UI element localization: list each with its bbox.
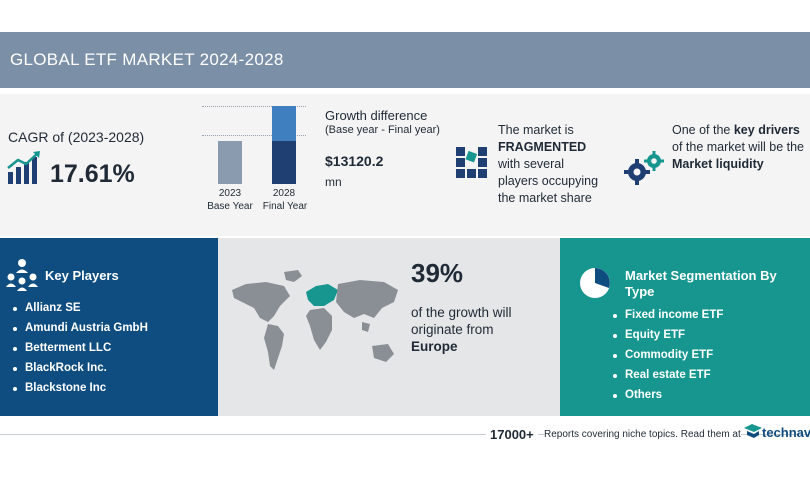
segmentation-panel bbox=[560, 238, 810, 416]
page-title: GLOBAL ETF MARKET 2024-2028 bbox=[10, 50, 284, 69]
list-item: Blackstone Inc bbox=[13, 382, 106, 394]
segmentation-title-line1: Market Segmentation By bbox=[625, 268, 777, 283]
list-item: Others bbox=[613, 389, 662, 401]
drivers-text: One of the key drivers of the market wil… bbox=[672, 122, 804, 173]
list-item: Fixed income ETF bbox=[613, 309, 723, 321]
footer-divider bbox=[0, 434, 810, 435]
key-players-panel bbox=[0, 238, 218, 416]
fragmented-blocks-icon bbox=[456, 147, 487, 178]
growth-unit: mn bbox=[325, 175, 342, 189]
fragmented-keyword: FRAGMENTED bbox=[498, 140, 587, 154]
growth-subtitle: (Base year - Final year) bbox=[325, 124, 440, 136]
dotted-guide bbox=[202, 106, 306, 108]
list-item: BlackRock Inc. bbox=[13, 362, 107, 374]
fragmented-line: the market share bbox=[498, 191, 592, 205]
drivers-keyword: key drivers bbox=[733, 123, 800, 137]
bar-final-year-growth bbox=[272, 106, 296, 142]
pie-chart-icon bbox=[580, 268, 610, 298]
growth-region-line2: originate from bbox=[411, 322, 494, 337]
header-bar bbox=[0, 32, 810, 88]
bar-base-year bbox=[218, 141, 242, 184]
bar-final-year bbox=[272, 141, 296, 184]
list-item: Equity ETF bbox=[613, 329, 685, 341]
fragmented-line: with several bbox=[498, 157, 564, 171]
bar-final-year-sublabel: Final Year bbox=[262, 201, 308, 212]
bar-base-year-sublabel: Base Year bbox=[207, 201, 253, 212]
drivers-highlight: Market liquidity bbox=[672, 157, 764, 171]
growth-percent: 39% bbox=[411, 258, 464, 288]
bar-final-year-label: 2028 bbox=[272, 188, 296, 199]
list-item: Amundi Austria GmbH bbox=[13, 322, 148, 334]
list-item: Allianz SE bbox=[13, 302, 81, 314]
drivers-line: of the market will be the bbox=[672, 140, 805, 154]
footer-count: 17000+ bbox=[486, 427, 538, 442]
fragmented-line: players occupying bbox=[498, 174, 599, 188]
list-item: Real estate ETF bbox=[613, 369, 711, 381]
summary-band bbox=[0, 94, 810, 236]
growth-amount: $13120.2 bbox=[325, 153, 384, 169]
growth-region-line1: of the growth will bbox=[411, 305, 512, 320]
drivers-line: One of the bbox=[672, 123, 734, 137]
growth-region-name: Europe bbox=[411, 339, 458, 354]
cagr-label: CAGR of (2023-2028) bbox=[8, 129, 145, 145]
segmentation-title-line2: Type bbox=[625, 284, 655, 299]
chart-growth-icon bbox=[7, 151, 40, 184]
fragmented-line: The market is bbox=[498, 123, 574, 137]
list-item: Commodity ETF bbox=[613, 349, 713, 361]
world-map-icon bbox=[232, 270, 398, 370]
growth-title: Growth difference bbox=[325, 108, 428, 123]
bar-base-year-label: 2023 bbox=[218, 188, 242, 199]
gears-icon bbox=[624, 151, 664, 185]
fragmented-text: The market is FRAGMENTED with several pl… bbox=[498, 122, 598, 207]
dotted-guide bbox=[202, 135, 306, 137]
technavio-logo-icon bbox=[744, 424, 762, 438]
list-item: Betterment LLC bbox=[13, 342, 111, 354]
technavio-link[interactable]: technavio bbox=[762, 425, 810, 440]
footer-text: Reports covering niche topics. Read them… bbox=[544, 429, 741, 440]
cagr-value: 17.61% bbox=[50, 160, 135, 188]
people-network-icon bbox=[6, 259, 38, 291]
key-players-title: Key Players bbox=[45, 268, 119, 283]
